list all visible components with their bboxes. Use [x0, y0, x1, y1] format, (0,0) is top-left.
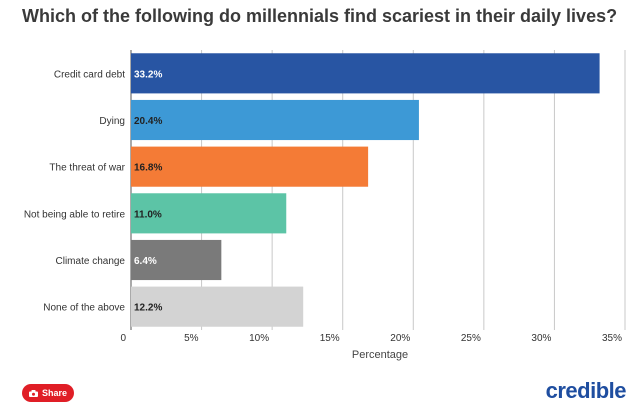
category-label: The threat of war — [49, 163, 125, 174]
share-label: Share — [41, 388, 67, 398]
chart-title: Which of the following do millennials fi… — [22, 6, 618, 26]
x-tick-label: 5% — [184, 333, 199, 344]
bar — [131, 193, 287, 234]
bar — [131, 239, 222, 281]
x-tick-labels: 0 5% 10% 15% 20% 25% 30% 35% — [120, 333, 622, 344]
category-label: Dying — [99, 116, 125, 127]
x-tick-label: 15% — [320, 333, 340, 344]
category-labels: Credit card debt Dying The threat of war No… — [24, 69, 126, 313]
value-label: 16.8% — [134, 163, 162, 174]
x-tick-label: 10% — [249, 333, 269, 344]
category-label: Not being able to retire — [24, 209, 126, 220]
bar — [131, 53, 600, 94]
value-label: 6.4% — [134, 256, 157, 267]
x-tick-label: 25% — [461, 333, 481, 344]
x-tick-label: 35% — [602, 333, 622, 344]
x-tick-label: 0 — [120, 333, 126, 344]
value-labels: 33.2% 20.4% 16.8% 11.0% 6.4% 12.2% — [134, 69, 162, 313]
value-label: 12.2% — [134, 303, 162, 314]
bar — [131, 99, 419, 141]
category-label: Credit card debt — [54, 69, 125, 80]
bar-chart: Credit card debt Dying The threat of war No… — [24, 50, 626, 361]
category-label: None of the above — [43, 303, 125, 314]
bar — [131, 286, 304, 327]
value-label: 33.2% — [134, 69, 162, 80]
bars — [131, 53, 600, 327]
value-label: 20.4% — [134, 116, 162, 127]
category-label: Climate change — [56, 256, 126, 267]
share-icon — [28, 389, 38, 397]
bar — [131, 146, 369, 187]
share-button[interactable]: Share — [22, 384, 74, 402]
x-tick-label: 30% — [531, 333, 551, 344]
x-tick-label: 20% — [390, 333, 410, 344]
grid-lines — [130, 50, 626, 330]
credible-logo: credible — [545, 378, 627, 403]
x-axis-label: Percentage — [352, 349, 408, 361]
value-label: 11.0% — [134, 209, 162, 220]
